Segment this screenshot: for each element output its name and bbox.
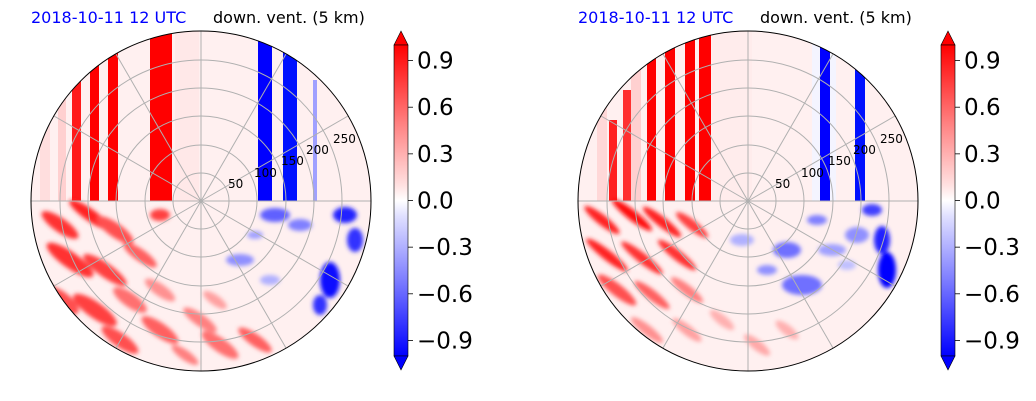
colorbar-tick-label: 0.6 (964, 95, 1001, 121)
colorbar-tick-label: 0.9 (964, 49, 1001, 75)
colorbar-tick-label: 0.0 (417, 189, 454, 215)
colorbar-tick-label: 0.3 (417, 142, 454, 168)
radial-label: 150 (828, 154, 851, 168)
colorbar-extend-max (940, 30, 956, 46)
map-boundary (30, 30, 372, 372)
map-boundary (577, 30, 919, 372)
radial-label: 100 (801, 166, 824, 180)
colorbar-extend-max (393, 30, 409, 46)
negative-blobs (226, 207, 363, 315)
positive-stripe (665, 31, 675, 201)
title-variable: down. vent. (5 km) (213, 8, 365, 27)
colorbar-tick-label: 0.9 (417, 49, 454, 75)
colorbar-body (393, 44, 409, 357)
colorbar-tick-label: −0.6 (964, 282, 1020, 308)
title-date: 2018-10-11 12 UTC (31, 8, 186, 27)
radial-label: 150 (281, 154, 304, 168)
faint-stripe (58, 31, 66, 201)
colorbar-tick-label: −0.9 (964, 328, 1020, 354)
positive-blobs (584, 199, 799, 356)
colorbar-body (940, 44, 956, 357)
colorbar-extend-min (393, 355, 409, 371)
colorbar-extend-min (940, 355, 956, 371)
map-panel-right: 2018-10-11 12 UTC down. vent. (5 km) (547, 0, 1036, 401)
map-panel-left: 2018-10-11 12 UTC down. vent. (5 km) (30, 8, 473, 372)
radial-label: 100 (254, 166, 277, 180)
radial-label: 200 (306, 143, 329, 157)
colorbar-tick-label: −0.9 (417, 328, 473, 354)
radial-label: 50 (228, 177, 243, 191)
negative-stripe (283, 31, 297, 201)
positive-stripe (150, 31, 172, 201)
radial-label: 250 (880, 132, 903, 146)
positive-blobs (41, 199, 272, 366)
positive-stripe (647, 31, 656, 201)
negative-stripe (313, 80, 317, 201)
radial-label: 200 (853, 143, 876, 157)
colorbar-tick-label: 0.3 (964, 142, 1001, 168)
colorbar-tick-label: −0.6 (417, 282, 473, 308)
radial-labels: 50 100 150 200 250 (228, 132, 356, 191)
colorbar-tick-label: −0.3 (417, 235, 473, 261)
title-date: 2018-10-11 12 UTC (578, 8, 733, 27)
faint-stripe (597, 31, 607, 201)
positive-stripe (699, 31, 711, 201)
negative-stripe (820, 31, 830, 201)
radial-label: 50 (775, 177, 790, 191)
positive-stripe (108, 31, 118, 201)
positive-stripe (685, 31, 695, 201)
radial-labels: 50 100 150 200 250 (775, 132, 903, 191)
title-variable: down. vent. (5 km) (760, 8, 912, 27)
radial-label: 250 (333, 132, 356, 146)
polar-grid (31, 31, 371, 371)
colorbar-tick-label: 0.0 (964, 189, 1001, 215)
colorbar: 0.9 0.6 0.3 0.0 −0.3 −0.6 −0.9 (393, 30, 473, 371)
faint-stripe (40, 31, 50, 201)
colorbar: 0.9 0.6 0.3 0.0 −0.3 −0.6 −0.9 (940, 30, 1020, 371)
panel-svg: 2018-10-11 12 UTC down. vent. (5 km) (577, 8, 1020, 372)
colorbar-tick-label: −0.3 (964, 235, 1020, 261)
polar-grid (578, 31, 918, 371)
colorbar-tick-label: 0.6 (417, 95, 454, 121)
positive-stripe (623, 90, 631, 201)
panel-svg: 2018-10-11 12 UTC down. vent. (5 km) (30, 8, 473, 372)
positive-stripe (90, 31, 99, 201)
positive-stripe (72, 31, 81, 201)
